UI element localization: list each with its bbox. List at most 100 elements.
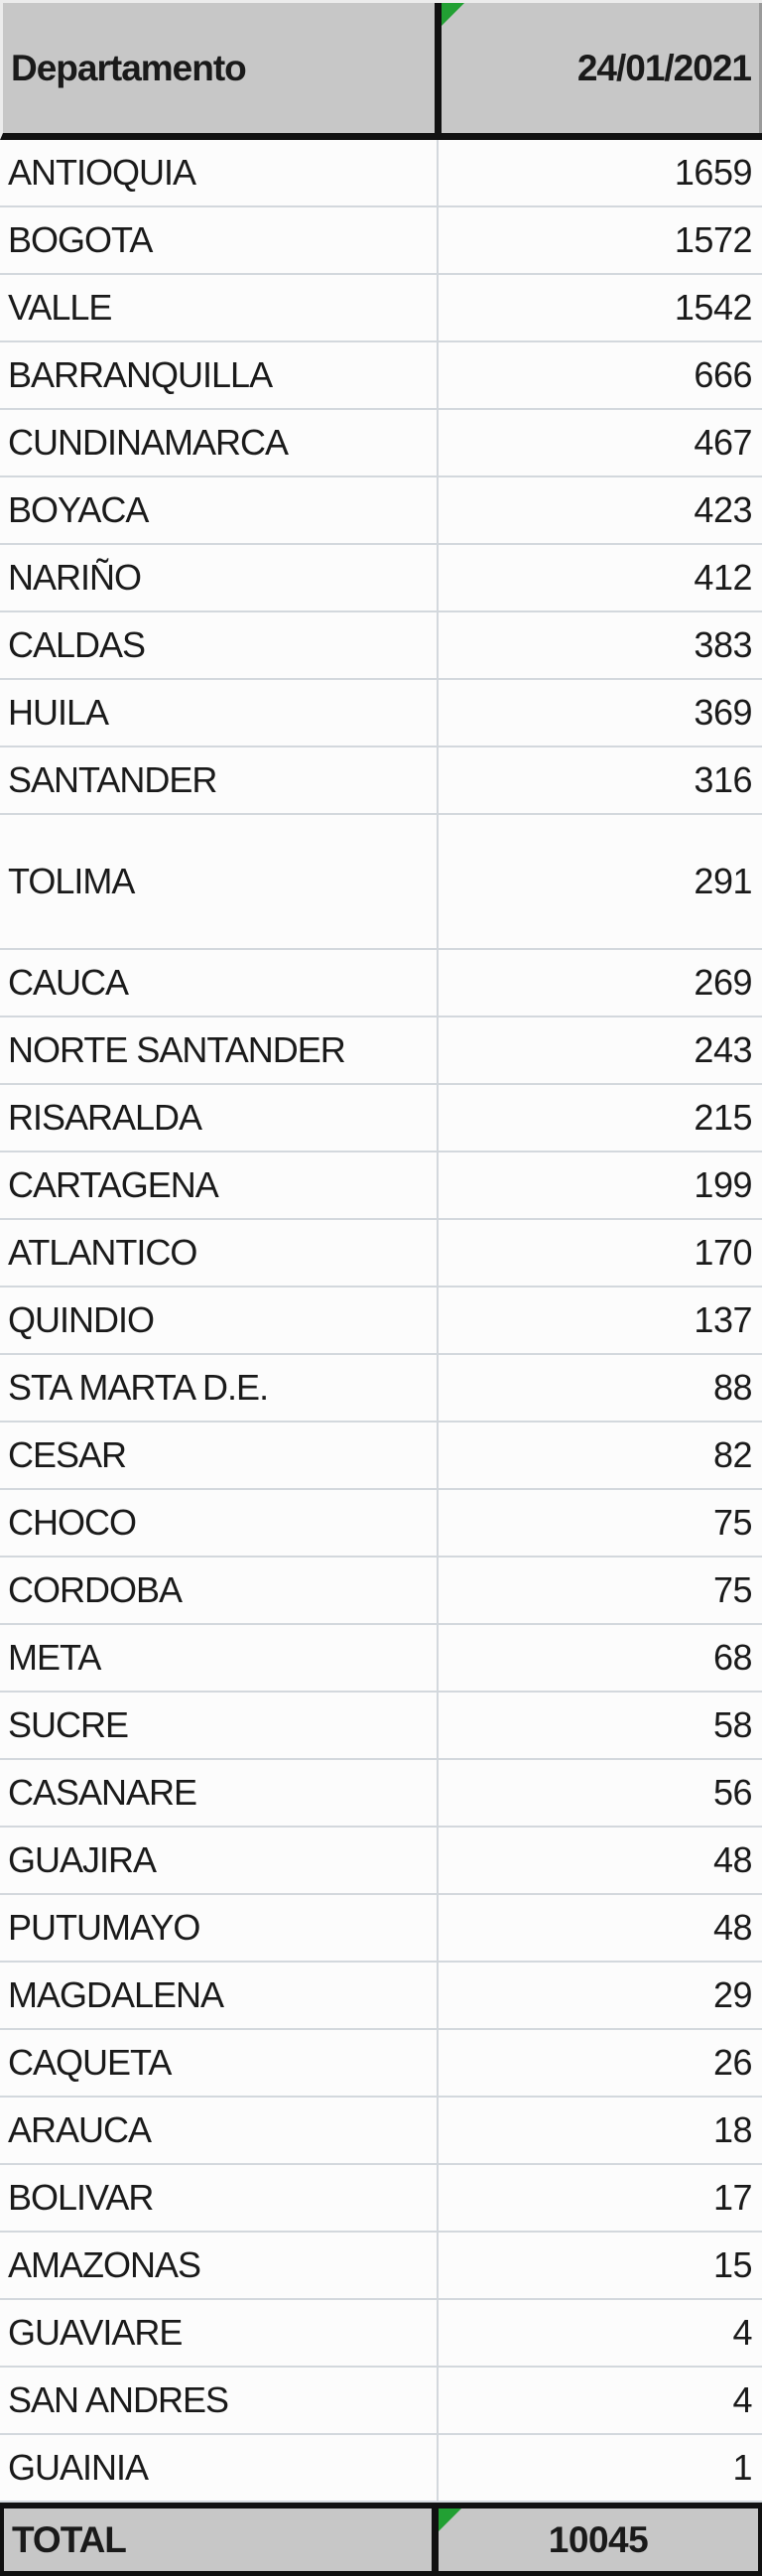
table-row: PUTUMAYO 48: [0, 1895, 762, 1963]
value-cell[interactable]: 68: [712, 1637, 753, 1678]
department-cell[interactable]: CASANARE: [0, 1760, 439, 1826]
header-departamento-label: Departamento: [11, 47, 247, 88]
header-date-label: 24/01/2021: [576, 47, 752, 88]
value-cell[interactable]: 316: [694, 759, 752, 800]
value-cell[interactable]: 1659: [674, 152, 753, 193]
table-row: CAQUETA 26: [0, 2030, 762, 2098]
department-cell[interactable]: HUILA: [0, 680, 439, 746]
department-cell[interactable]: BARRANQUILLA: [0, 342, 439, 408]
value-cell[interactable]: 26: [712, 2042, 753, 2083]
department-cell[interactable]: ANTIOQUIA: [0, 140, 439, 205]
table-row: GUAINIA 1: [0, 2435, 762, 2503]
value-cell[interactable]: 29: [712, 1974, 753, 2015]
department-cell[interactable]: AMAZONAS: [0, 2233, 439, 2298]
value-cell[interactable]: 199: [694, 1164, 752, 1205]
value-cell[interactable]: 666: [694, 354, 752, 395]
table-row: NORTE SANTANDER 243: [0, 1017, 762, 1085]
total-value-label: 10045: [548, 2518, 649, 2560]
table-row: CUNDINAMARCA 467: [0, 410, 762, 477]
header-cell-date[interactable]: 24/01/2021: [442, 3, 762, 133]
value-cell[interactable]: 88: [712, 1367, 753, 1408]
value-cell[interactable]: 48: [712, 1839, 753, 1880]
header-cell-departamento[interactable]: Departamento: [3, 3, 442, 133]
value-cell[interactable]: 17: [712, 2177, 753, 2218]
table-row: MAGDALENA 29: [0, 1963, 762, 2030]
value-cell[interactable]: 383: [694, 624, 752, 665]
value-cell[interactable]: 56: [712, 1772, 753, 1813]
table-row: CHOCO 75: [0, 1490, 762, 1558]
department-cell[interactable]: QUINDIO: [0, 1288, 439, 1353]
value-cell[interactable]: 369: [694, 692, 752, 733]
table-row: SAN ANDRES 4: [0, 2368, 762, 2435]
value-cell[interactable]: 269: [694, 962, 752, 1003]
table-row: CASANARE 56: [0, 1760, 762, 1828]
value-cell[interactable]: 1: [732, 2447, 752, 2488]
value-cell[interactable]: 48: [712, 1907, 753, 1948]
value-cell[interactable]: 215: [694, 1097, 752, 1138]
department-cell[interactable]: GUAVIARE: [0, 2300, 439, 2366]
table-row: BARRANQUILLA 666: [0, 342, 762, 410]
department-cell[interactable]: CHOCO: [0, 1490, 439, 1556]
department-cell[interactable]: META: [0, 1625, 439, 1691]
department-cell[interactable]: CAUCA: [0, 950, 439, 1016]
value-cell[interactable]: 82: [712, 1434, 753, 1475]
department-cell[interactable]: CESAR: [0, 1423, 439, 1488]
department-cell[interactable]: VALLE: [0, 275, 439, 340]
department-cell[interactable]: GUAINIA: [0, 2435, 439, 2501]
green-corner-flag-icon: [442, 3, 464, 26]
table-body: ANTIOQUIA 1659 BOGOTA 1572 VALLE 1542 BARRANQU…: [0, 140, 762, 2503]
table-row: BOGOTA 1572: [0, 207, 762, 275]
department-cell[interactable]: NARIÑO: [0, 545, 439, 610]
table-row: ANTIOQUIA 1659: [0, 140, 762, 207]
value-cell[interactable]: 15: [712, 2244, 753, 2285]
value-cell[interactable]: 1542: [674, 287, 753, 328]
department-cell[interactable]: RISARALDA: [0, 1085, 439, 1151]
department-cell[interactable]: TOLIMA: [0, 815, 439, 948]
table-row: CALDAS 383: [0, 612, 762, 680]
value-cell[interactable]: 412: [694, 557, 752, 598]
department-cell[interactable]: CARTAGENA: [0, 1152, 439, 1218]
value-cell[interactable]: 1572: [674, 219, 753, 260]
department-cell[interactable]: CORDOBA: [0, 1558, 439, 1623]
value-cell[interactable]: 291: [694, 861, 752, 901]
table-row: AMAZONAS 15: [0, 2233, 762, 2300]
value-cell[interactable]: 423: [694, 489, 752, 530]
value-cell[interactable]: 170: [694, 1232, 752, 1273]
value-cell[interactable]: 467: [694, 422, 752, 463]
department-cell[interactable]: CUNDINAMARCA: [0, 410, 439, 475]
table-total-row: TOTAL 10045: [0, 2503, 762, 2576]
department-cell[interactable]: NORTE SANTANDER: [0, 1017, 439, 1083]
department-cell[interactable]: ATLANTICO: [0, 1220, 439, 1286]
department-cell[interactable]: SUCRE: [0, 1693, 439, 1758]
table-row: META 68: [0, 1625, 762, 1693]
table-row: SANTANDER 316: [0, 747, 762, 815]
value-cell[interactable]: 75: [712, 1569, 753, 1610]
department-cell[interactable]: SANTANDER: [0, 747, 439, 813]
department-cell[interactable]: BOYACA: [0, 477, 439, 543]
value-cell[interactable]: 18: [712, 2109, 753, 2150]
department-cell[interactable]: SAN ANDRES: [0, 2368, 439, 2433]
value-cell[interactable]: 243: [694, 1029, 752, 1070]
department-cell[interactable]: STA MARTA D.E.: [0, 1355, 439, 1421]
value-cell[interactable]: 4: [732, 2379, 752, 2420]
department-cell[interactable]: CALDAS: [0, 612, 439, 678]
value-cell[interactable]: 58: [712, 1704, 753, 1745]
department-cell[interactable]: BOGOTA: [0, 207, 439, 273]
department-cell[interactable]: PUTUMAYO: [0, 1895, 439, 1961]
department-cell[interactable]: CAQUETA: [0, 2030, 439, 2096]
value-cell[interactable]: 4: [732, 2312, 752, 2353]
green-corner-flag-icon: [439, 2508, 461, 2531]
department-cell[interactable]: BOLIVAR: [0, 2165, 439, 2231]
department-cell[interactable]: GUAJIRA: [0, 1828, 439, 1893]
table-row: RISARALDA 215: [0, 1085, 762, 1152]
total-value-cell[interactable]: 10045: [439, 2508, 762, 2571]
department-cell[interactable]: ARAUCA: [0, 2098, 439, 2163]
department-cell[interactable]: MAGDALENA: [0, 1963, 439, 2028]
table-row: STA MARTA D.E. 88: [0, 1355, 762, 1423]
total-label-cell[interactable]: TOTAL: [4, 2508, 439, 2571]
table-row: CORDOBA 75: [0, 1558, 762, 1625]
value-cell[interactable]: 75: [712, 1502, 753, 1543]
value-cell[interactable]: 137: [694, 1299, 752, 1340]
table-header-row: Departamento 24/01/2021: [0, 0, 762, 140]
